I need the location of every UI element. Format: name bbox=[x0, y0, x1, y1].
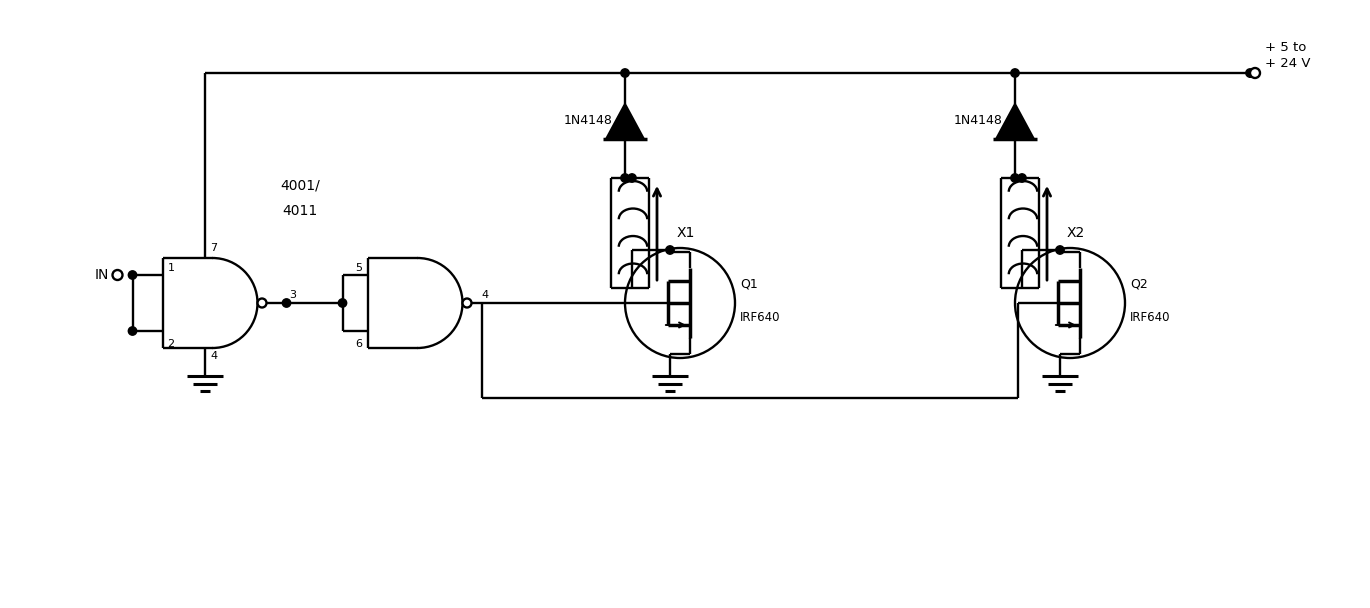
Text: IRF640: IRF640 bbox=[740, 311, 781, 324]
Text: Q1: Q1 bbox=[740, 278, 758, 291]
Text: Q2: Q2 bbox=[1130, 278, 1148, 291]
Text: 4011: 4011 bbox=[282, 204, 318, 218]
Circle shape bbox=[1011, 174, 1019, 182]
Text: 2: 2 bbox=[167, 339, 174, 349]
Circle shape bbox=[1245, 69, 1254, 77]
Circle shape bbox=[282, 299, 290, 307]
Text: IRF640: IRF640 bbox=[1130, 311, 1170, 324]
Text: 1N4148: 1N4148 bbox=[954, 114, 1003, 127]
Circle shape bbox=[258, 299, 267, 308]
Circle shape bbox=[463, 299, 471, 308]
Text: 3: 3 bbox=[289, 290, 296, 300]
Circle shape bbox=[1011, 69, 1019, 77]
Text: IN: IN bbox=[95, 268, 108, 282]
Circle shape bbox=[1018, 174, 1026, 182]
Circle shape bbox=[112, 270, 122, 280]
Circle shape bbox=[129, 327, 137, 335]
Text: 4: 4 bbox=[481, 290, 489, 300]
Polygon shape bbox=[606, 103, 644, 139]
Circle shape bbox=[338, 299, 347, 307]
Circle shape bbox=[621, 174, 629, 182]
Polygon shape bbox=[996, 103, 1034, 139]
Circle shape bbox=[129, 271, 137, 279]
Text: X1: X1 bbox=[677, 226, 696, 240]
Text: 6: 6 bbox=[355, 339, 363, 349]
Circle shape bbox=[621, 69, 629, 77]
Text: 5: 5 bbox=[355, 263, 363, 273]
Text: X2: X2 bbox=[1067, 226, 1085, 240]
Text: 4001/: 4001/ bbox=[279, 179, 319, 193]
Circle shape bbox=[1056, 246, 1064, 254]
Circle shape bbox=[627, 174, 636, 182]
Circle shape bbox=[1249, 68, 1260, 78]
Text: 7: 7 bbox=[210, 243, 216, 253]
Circle shape bbox=[666, 246, 674, 254]
Text: + 5 to
+ 24 V: + 5 to + 24 V bbox=[1265, 41, 1311, 70]
Text: 1N4148: 1N4148 bbox=[564, 114, 612, 127]
Text: 4: 4 bbox=[210, 351, 216, 361]
Text: 1: 1 bbox=[167, 263, 174, 273]
